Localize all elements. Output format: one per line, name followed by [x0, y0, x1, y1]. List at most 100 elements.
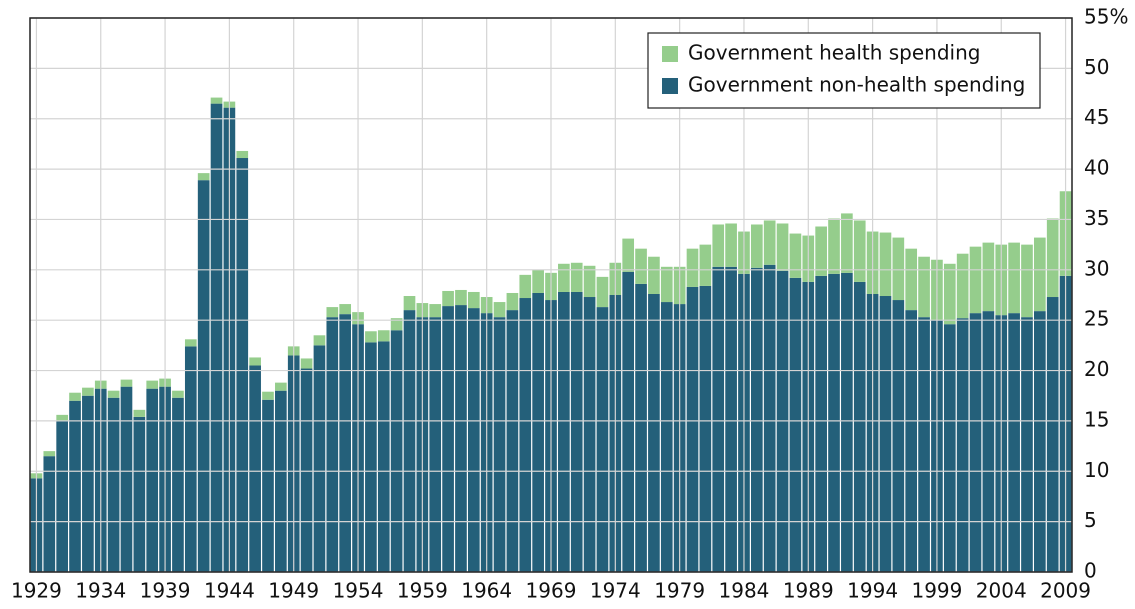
bar-segment	[69, 400, 81, 572]
x-tick-label: 1929	[11, 579, 62, 603]
bar-segment	[892, 237, 905, 301]
bar-segment	[879, 296, 892, 572]
bar-segment	[1008, 313, 1020, 572]
legend-swatch	[662, 78, 678, 94]
x-tick-label: 1989	[783, 579, 834, 603]
bar-segment	[918, 317, 930, 572]
bar-segment	[686, 248, 699, 287]
bar-segment	[365, 342, 377, 572]
bar-segment	[943, 263, 956, 325]
bar-segment	[313, 335, 326, 346]
bar-segment	[56, 414, 68, 421]
bar-segment	[403, 310, 416, 572]
bar-segment	[558, 263, 570, 292]
bar-segment	[1021, 244, 1033, 318]
y-tick-label: 55%	[1084, 5, 1128, 29]
bar-segment	[622, 238, 635, 272]
bar-segment	[841, 272, 853, 572]
bar-segment	[262, 391, 274, 400]
plot-frame	[29, 17, 1073, 573]
bar-segment	[300, 358, 313, 369]
bar-segment	[313, 345, 326, 572]
bar-segment	[956, 318, 969, 572]
bar-segment	[455, 305, 467, 572]
x-tick-label: 1964	[461, 579, 512, 603]
bar-segment	[750, 224, 763, 268]
bar-segment	[184, 346, 197, 572]
y-tick-label: 30	[1084, 256, 1109, 280]
bar-segment	[326, 307, 339, 318]
bar-segment	[570, 262, 583, 292]
bar-segment	[905, 248, 918, 311]
bar-segment	[982, 311, 995, 572]
bar-segment	[429, 304, 442, 318]
bar-segment	[172, 397, 184, 572]
x-tick-label: 1994	[847, 579, 898, 603]
bar-segment	[377, 341, 390, 572]
bar-segment	[725, 266, 737, 572]
legend-label: Government health spending	[688, 41, 980, 65]
x-tick-label: 1944	[204, 579, 255, 603]
bar-segment	[326, 317, 339, 572]
bar-segment	[635, 248, 647, 284]
bar-segment	[146, 388, 159, 572]
legend-swatch	[662, 46, 678, 62]
bar-segment	[815, 226, 827, 276]
legend-box	[647, 32, 1041, 109]
bar-segment	[750, 267, 763, 572]
x-tick-label: 1969	[526, 579, 577, 603]
bar-segment	[390, 318, 403, 331]
bar-segment	[120, 386, 133, 572]
legend-label: Government non-health spending	[688, 73, 1025, 97]
bar-segment	[1046, 218, 1059, 298]
bar-segment	[969, 246, 982, 314]
bar-segment	[1021, 317, 1033, 572]
x-tick-label: 1939	[140, 579, 191, 603]
bar-segment	[365, 331, 377, 343]
bar-segment	[583, 265, 596, 298]
bar-segment	[596, 307, 609, 572]
bar-segment	[493, 302, 506, 318]
bar-segment	[763, 220, 776, 265]
bar-segment	[519, 274, 532, 299]
bar-segment	[442, 290, 454, 307]
bar-segment	[918, 256, 930, 318]
bar-segment	[1034, 311, 1046, 572]
bar-segment	[339, 314, 352, 572]
y-tick-label: 0	[1084, 559, 1097, 583]
x-tick-label: 1999	[911, 579, 962, 603]
bar-segment	[300, 368, 313, 572]
bar-segment	[467, 291, 480, 309]
bar-segment	[763, 264, 776, 572]
bar-segment	[339, 304, 352, 315]
bar-segment	[82, 395, 94, 572]
bar-segment	[455, 289, 467, 306]
bar-segment	[197, 180, 210, 573]
bar-segment	[892, 300, 905, 572]
bar-segment	[429, 317, 442, 572]
bar-segment	[377, 330, 390, 342]
x-tick-label: 1974	[590, 579, 641, 603]
y-tick-label: 50	[1084, 55, 1109, 79]
x-tick-label: 1934	[75, 579, 126, 603]
bar-segment	[442, 306, 454, 572]
y-tick-label: 25	[1084, 307, 1109, 331]
bar-segment	[133, 409, 146, 417]
bar-segment	[789, 277, 802, 572]
bar-segment	[275, 390, 287, 572]
bar-segment	[184, 339, 197, 347]
bar-segment	[828, 273, 840, 572]
bar-segment	[467, 308, 480, 572]
bar-segment	[570, 291, 583, 572]
bar-segment	[146, 380, 159, 389]
bar-segment	[236, 150, 249, 159]
bar-segment	[943, 324, 956, 572]
bar-segment	[815, 275, 827, 572]
y-tick-label: 10	[1084, 458, 1109, 482]
bar-segment	[789, 233, 802, 278]
bar-segment	[686, 286, 699, 572]
bar-segment	[648, 256, 660, 294]
bar-segment	[1046, 297, 1059, 572]
bar-segment	[583, 297, 596, 572]
